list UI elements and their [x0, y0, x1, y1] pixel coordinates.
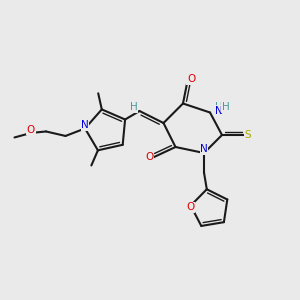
Text: H: H	[214, 102, 222, 112]
Text: N: N	[81, 121, 89, 130]
Text: H: H	[130, 102, 138, 112]
Text: S: S	[244, 130, 251, 140]
Text: O: O	[27, 125, 35, 135]
Text: N: N	[200, 144, 208, 154]
Text: O: O	[187, 74, 195, 85]
Text: O: O	[145, 152, 154, 163]
Text: O: O	[187, 202, 195, 212]
Text: H: H	[222, 102, 230, 112]
Text: N: N	[214, 106, 222, 116]
